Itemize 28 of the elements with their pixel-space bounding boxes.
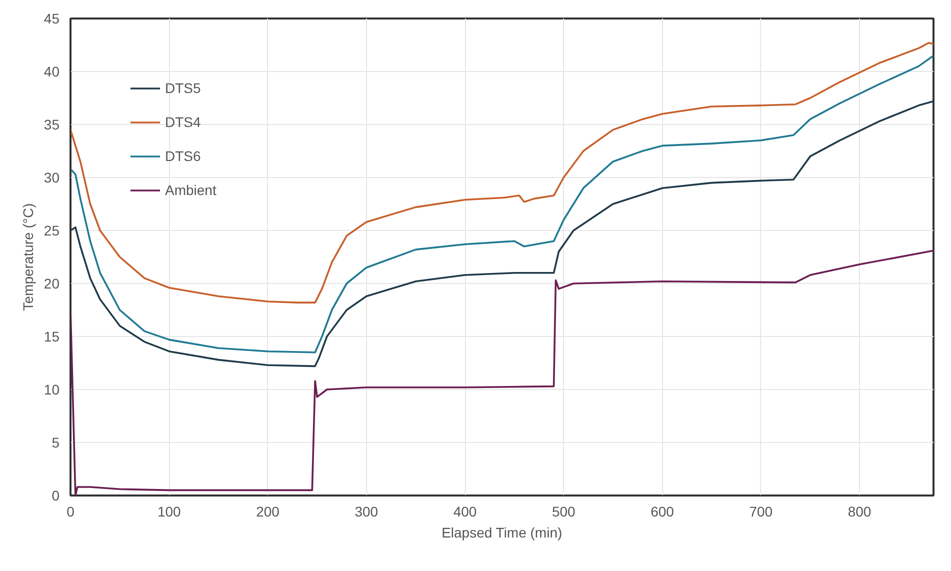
y-tick-label: 20 [44, 276, 60, 292]
x-tick-label: 600 [650, 504, 674, 520]
y-tick-label: 25 [44, 222, 60, 238]
line-series [70, 54, 934, 354]
x-tick-label: 400 [453, 504, 477, 520]
y-tick-label: 40 [44, 64, 60, 80]
y-tick-label: 5 [52, 434, 60, 450]
legend-label: DTS4 [165, 114, 201, 130]
y-tick-label: 45 [44, 10, 60, 26]
y-tick-label: 30 [44, 170, 60, 186]
x-tick-label: 800 [848, 504, 872, 520]
legend-label: DTS5 [165, 80, 201, 96]
y-tick-label: 10 [44, 382, 60, 398]
x-tick-label: 0 [66, 504, 75, 520]
legend-label: Ambient [165, 182, 216, 198]
x-tick-label: 700 [749, 504, 773, 520]
y-axis-title: Temperature (°C) [20, 203, 36, 311]
y-tick-label: 0 [52, 488, 60, 504]
line-series [70, 100, 934, 368]
x-tick-label: 100 [157, 504, 182, 520]
y-tick-label: 35 [44, 116, 60, 132]
x-tick-label: 500 [552, 504, 576, 520]
line-series [70, 42, 934, 304]
x-axis-title: Elapsed Time (min) [442, 524, 562, 540]
legend-label: DTS6 [165, 148, 201, 164]
x-tick-label: 300 [354, 504, 378, 520]
y-tick-label: 15 [44, 328, 60, 344]
x-tick-label: 200 [256, 504, 280, 520]
